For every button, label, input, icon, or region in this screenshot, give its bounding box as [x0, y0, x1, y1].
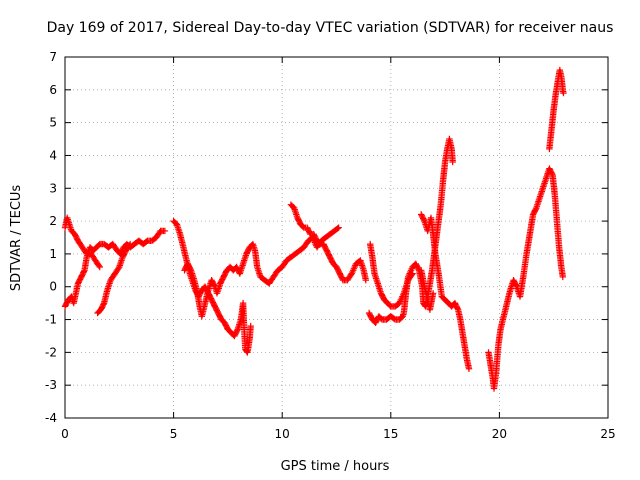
x-tick-label: 0	[61, 427, 69, 441]
data-marker-trace	[367, 240, 416, 310]
data-marker-trace	[287, 201, 370, 284]
data-marker-trace	[546, 66, 567, 153]
data-marker-trace	[418, 267, 437, 313]
y-tick-label: -1	[45, 313, 57, 327]
y-tick-label: 0	[49, 280, 57, 294]
x-tick-label: 20	[492, 427, 507, 441]
x-tick-label: 15	[383, 427, 398, 441]
chart-title: Day 169 of 2017, Sidereal Day-to-day VTE…	[47, 20, 614, 36]
data-marker-trace	[418, 211, 473, 372]
x-tick-label: 25	[600, 427, 615, 441]
y-tick-label: 3	[49, 181, 57, 195]
y-tick-label: 6	[49, 83, 57, 97]
y-tick-label: -3	[45, 378, 57, 392]
data-marker-trace	[94, 240, 134, 317]
data-marker-trace	[61, 227, 169, 310]
y-tick-label: 2	[49, 214, 57, 228]
data-series	[61, 66, 567, 392]
y-tick-label: -2	[45, 345, 57, 359]
data-marker-trace	[61, 214, 103, 271]
y-tick-label: 5	[49, 116, 57, 130]
y-tick-label: 4	[49, 148, 57, 162]
x-tick-label: 10	[275, 427, 290, 441]
data-marker-trace	[485, 165, 567, 392]
x-tick-label: 5	[170, 427, 178, 441]
y-tick-label: -4	[45, 411, 57, 425]
y-axis-label: SDTVAR / TECUs	[9, 185, 24, 292]
axis-ticks: 0 5 10 15 20 25 -4 -3 -2 -1 0 1 2 3 4 5 6 7	[45, 50, 616, 441]
plot-frame	[64, 56, 609, 419]
y-tick-label: 1	[49, 247, 57, 261]
y-tick-label: 7	[49, 50, 57, 64]
x-axis-label: GPS time / hours	[281, 459, 390, 474]
